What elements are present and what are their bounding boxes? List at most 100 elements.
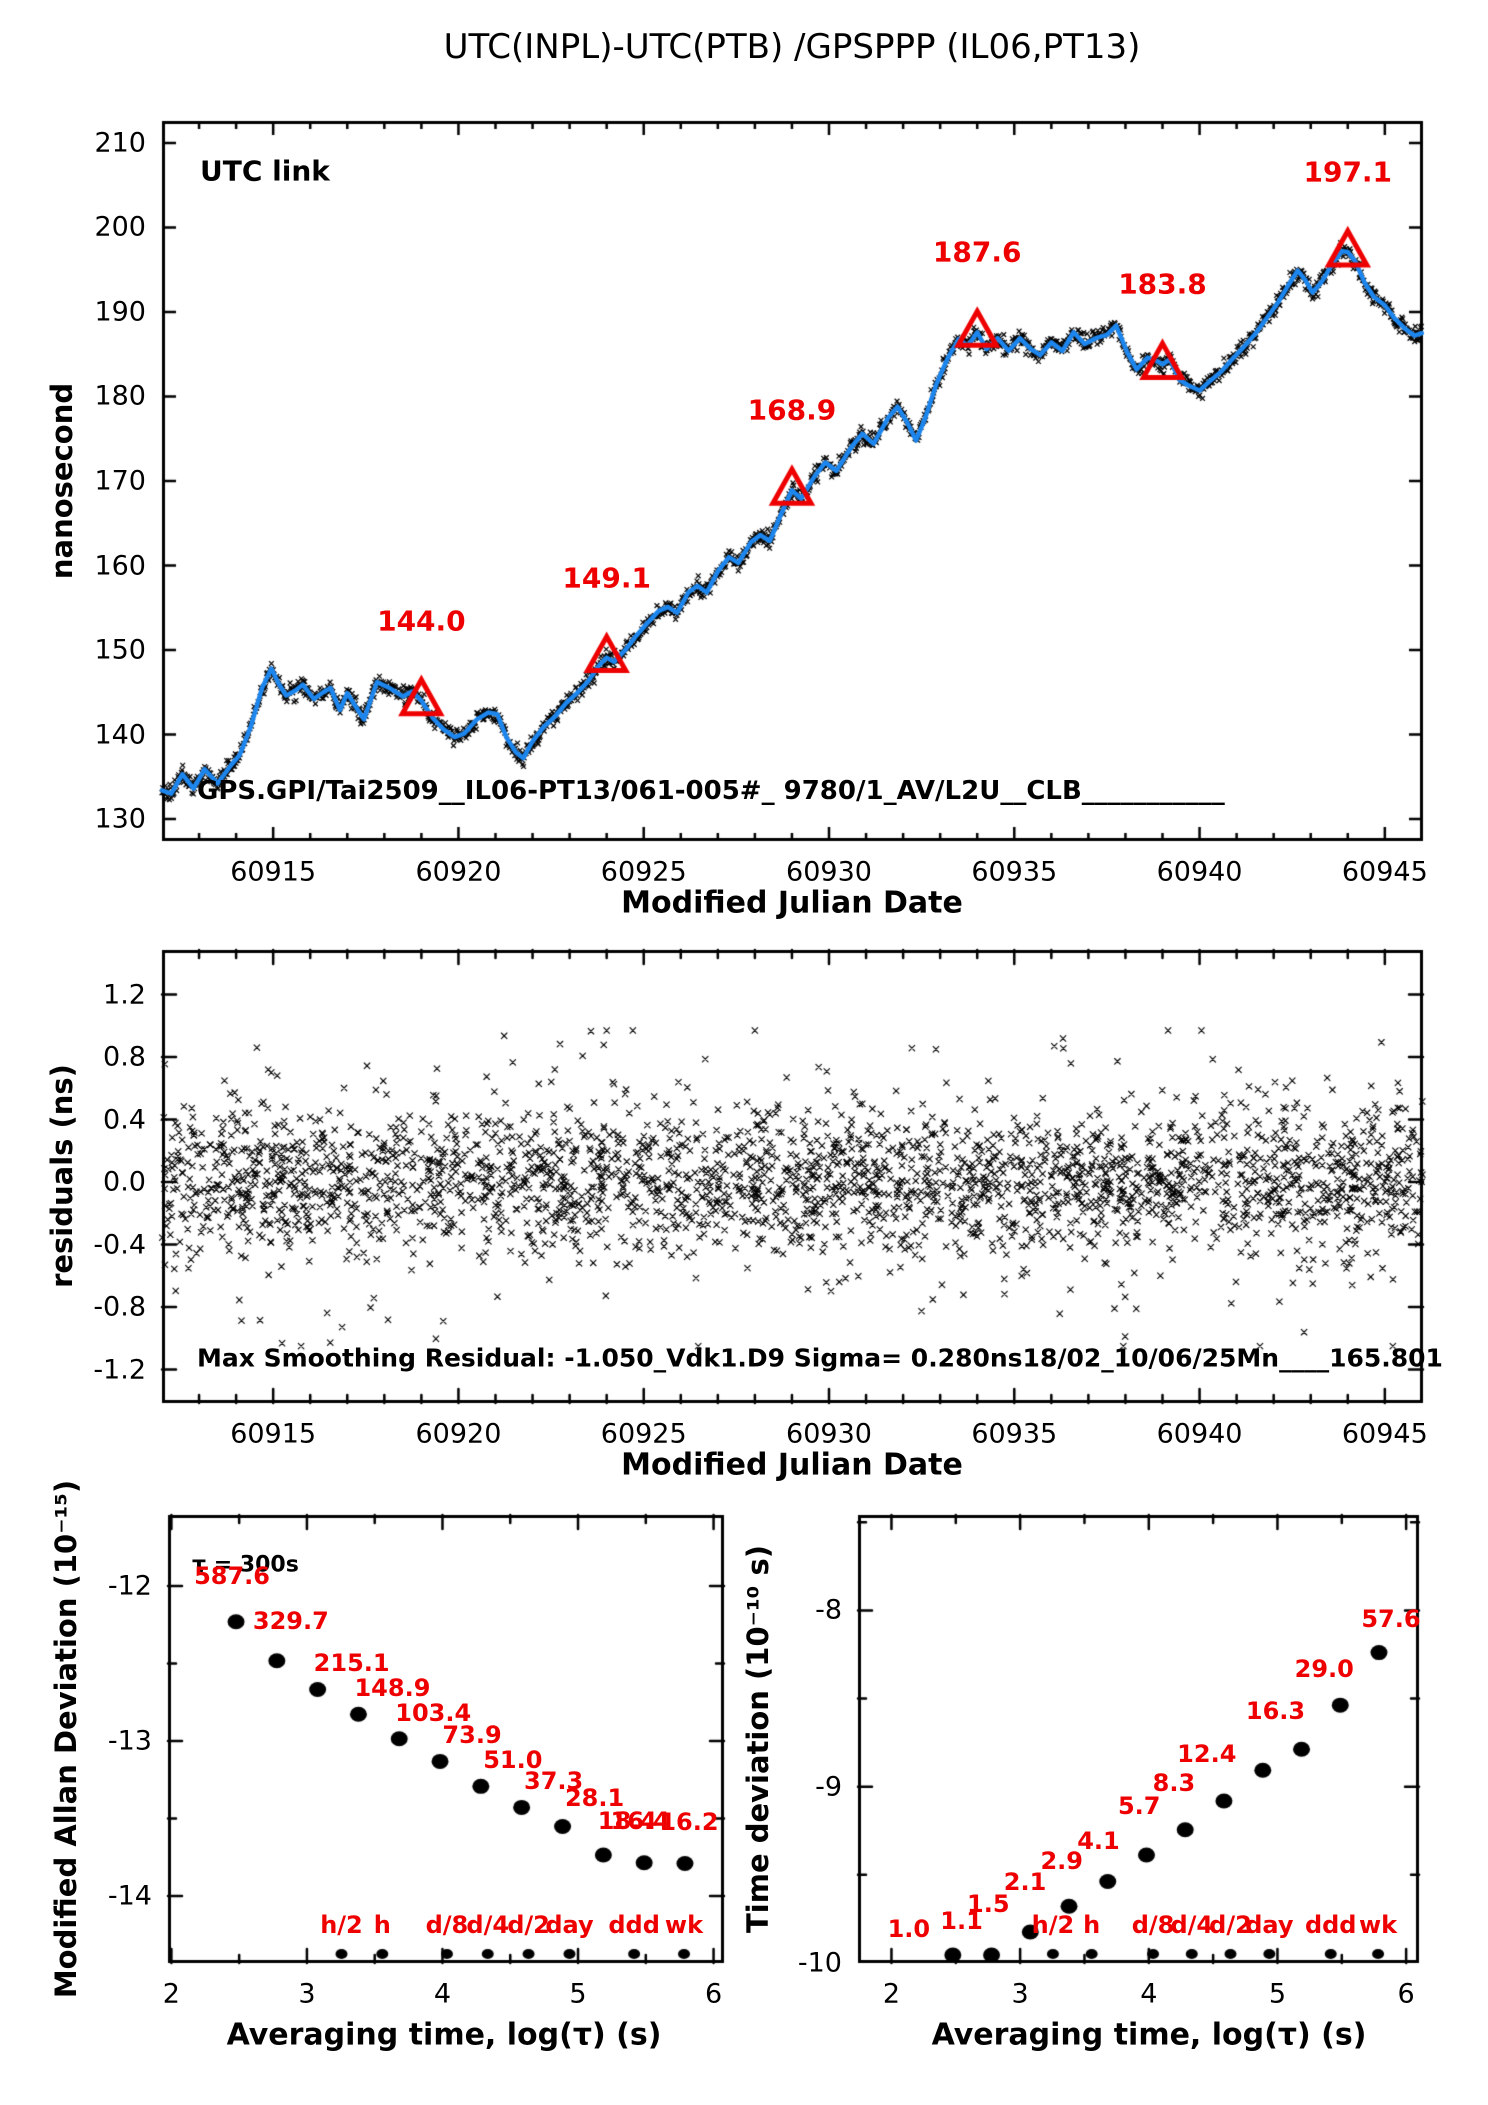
- y-tick-label: -0.8: [93, 1291, 146, 1323]
- x-tick-label: 5: [1268, 1978, 1287, 2010]
- y-tick-label: 170: [94, 465, 146, 497]
- y-axis-title-residuals: residuals (ns): [45, 1064, 79, 1288]
- x-tick-label: 5: [569, 1978, 587, 2010]
- point-value-label: 1.1: [940, 1907, 983, 1935]
- y-tick-label: 150: [94, 634, 146, 666]
- x-tick-label: 2: [882, 1978, 901, 2010]
- tau-mark-label: day: [1245, 1911, 1294, 1939]
- y-tick-label: -14: [107, 1880, 152, 1912]
- point-value-label: 51.0: [483, 1746, 543, 1775]
- x-tick-label: 60935: [971, 1418, 1058, 1450]
- y-axis-title-mdev: Modified Allan Deviation (10⁻¹⁵): [49, 1479, 83, 1999]
- point-value-label: 8.3: [1152, 1768, 1196, 1797]
- x-tick-label: 4: [1140, 1978, 1158, 2010]
- point-value-label: 28.1: [564, 1784, 625, 1813]
- y-tick-label: 190: [94, 296, 146, 328]
- smoothing-note: Max Smoothing Residual: -1.050_Vdk1.D9 S…: [197, 1343, 1443, 1373]
- y-axis-title-nanosecond: nanosecond: [45, 382, 79, 580]
- tau-mark-label: h/2: [1031, 1911, 1075, 1939]
- y-tick-label: 180: [94, 380, 146, 412]
- y-tick-label: 200: [94, 211, 146, 243]
- tau-mark-label: wk: [1359, 1911, 1398, 1939]
- point-value-label: 16.2: [659, 1807, 719, 1836]
- tau-mark-label: d/4: [466, 1911, 510, 1939]
- tau-mark-label: ddd: [1304, 1911, 1357, 1939]
- utc-link-annotation: UTC link: [200, 154, 330, 188]
- point-value-label: 587.6: [194, 1561, 270, 1590]
- x-tick-label: 60915: [230, 1418, 317, 1450]
- point-value-label: 1.0: [887, 1915, 931, 1943]
- y-tick-label: -10: [797, 1947, 842, 1979]
- x-tick-label: 60935: [971, 856, 1058, 888]
- x-tick-label: 60920: [415, 1418, 502, 1450]
- gps-footer-annotation: GPS.GPI/Tai2509__IL06-PT13/061-005#_ 978…: [197, 776, 1225, 806]
- y-tick-label: 0.4: [103, 1104, 146, 1136]
- x-tick-label: 60915: [230, 856, 317, 888]
- tau-mark-label: d/8: [425, 1911, 469, 1939]
- daily-value-label: 183.8: [1118, 267, 1207, 301]
- daily-value-label: 187.6: [932, 235, 1022, 269]
- x-tick-label: 3: [1011, 1978, 1029, 2010]
- point-value-label: 2.9: [1040, 1847, 1083, 1876]
- point-value-label: 148.9: [354, 1674, 431, 1703]
- y-axis-title-tdev: Time deviation (10⁻¹⁰ s): [741, 1545, 775, 1933]
- point-value-label: 12.4: [1177, 1740, 1237, 1769]
- tau-mark-label: h: [1083, 1911, 1101, 1939]
- y-tick-label: 0.8: [103, 1041, 146, 1073]
- point-value-label: 2.1: [1003, 1868, 1047, 1897]
- daily-value-label: 197.1: [1303, 155, 1393, 189]
- point-value-label: 29.0: [1294, 1655, 1354, 1684]
- x-tick-label: 60940: [1156, 1418, 1243, 1450]
- point-value-label: 16.4: [610, 1806, 670, 1835]
- point-value-label: 215.1: [313, 1649, 390, 1678]
- x-tick-label: 60930: [786, 856, 872, 888]
- tau-note: τ = 300s: [192, 1552, 299, 1578]
- x-tick-label: 60925: [600, 1418, 687, 1450]
- y-tick-label: -8: [815, 1594, 842, 1626]
- x-tick-label: 6: [1397, 1978, 1415, 2010]
- daily-value-label: 168.9: [747, 393, 837, 427]
- y-tick-label: -0.4: [93, 1229, 146, 1261]
- point-value-label: 37.3: [524, 1767, 584, 1796]
- point-value-label: 1.5: [967, 1889, 1010, 1918]
- y-tick-label: -12: [107, 1570, 152, 1602]
- daily-value-label: 149.1: [562, 561, 651, 595]
- x-tick-label: 60945: [1341, 1418, 1428, 1450]
- y-tick-label: -9: [815, 1771, 842, 1803]
- point-value-label: 5.7: [1117, 1791, 1161, 1820]
- x-tick-label: 60925: [600, 856, 687, 888]
- x-axis-title-avgtime-right: Averaging time, log(τ) (s): [931, 2017, 1367, 2053]
- y-tick-label: -1.2: [93, 1354, 146, 1386]
- x-axis-title-mjd-mid: Modified Julian Date: [621, 1447, 963, 1483]
- x-axis-title-avgtime-left: Averaging time, log(τ) (s): [226, 2017, 662, 2053]
- tau-mark-label: d/4: [1170, 1911, 1214, 1939]
- x-tick-label: 60945: [1341, 856, 1428, 888]
- point-value-label: 4.1: [1077, 1826, 1120, 1855]
- tau-mark-label: h: [373, 1911, 391, 1939]
- x-tick-label: 60920: [415, 856, 502, 888]
- tau-mark-label: ddd: [608, 1911, 660, 1939]
- y-tick-label: 130: [94, 803, 146, 835]
- x-tick-label: 4: [433, 1978, 452, 2010]
- tau-mark-label: d/8: [1131, 1911, 1175, 1939]
- tau-mark-label: day: [545, 1911, 594, 1939]
- point-value-label: 57.6: [1361, 1604, 1421, 1633]
- y-tick-label: -13: [107, 1725, 152, 1757]
- point-value-label: 18.4: [597, 1806, 657, 1835]
- y-tick-label: 210: [94, 127, 146, 159]
- tau-mark-label: h/2: [320, 1911, 363, 1939]
- y-tick-label: 140: [94, 719, 146, 751]
- point-value-label: 103.4: [395, 1698, 472, 1727]
- tau-mark-label: d/2: [507, 1911, 550, 1939]
- tau-mark-label: d/2: [1209, 1911, 1252, 1939]
- page-title: UTC(INPL)-UTC(PTB) /GPSPPP (IL06,PT13): [443, 27, 1141, 67]
- y-tick-label: 160: [94, 550, 146, 581]
- y-tick-label: 0.0: [103, 1166, 146, 1198]
- x-tick-label: 2: [162, 1978, 180, 2010]
- point-value-label: 73.9: [442, 1721, 502, 1750]
- tau-mark-label: wk: [664, 1911, 704, 1939]
- point-value-label: 16.3: [1245, 1697, 1306, 1726]
- x-tick-label: 60940: [1156, 856, 1243, 888]
- y-tick-label: 1.2: [103, 979, 146, 1011]
